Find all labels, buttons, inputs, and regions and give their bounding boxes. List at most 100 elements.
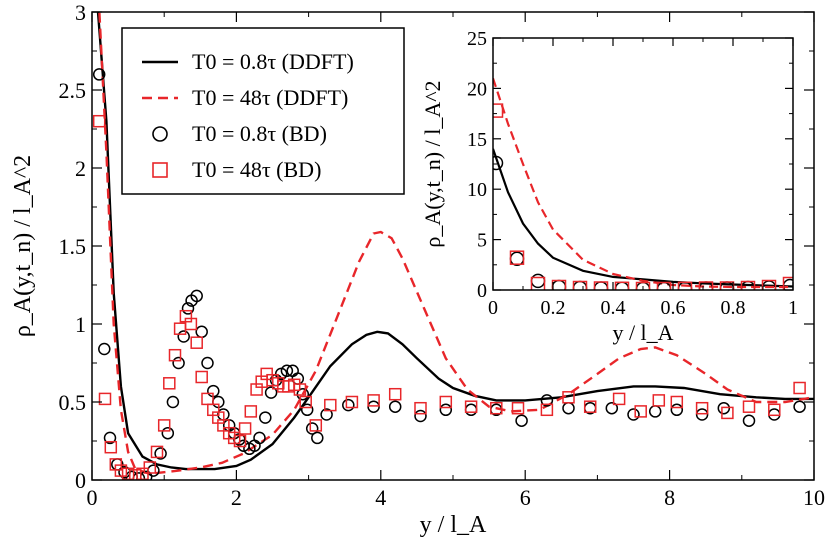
point-square-3-36 — [299, 395, 312, 409]
point-square-3-43 — [439, 395, 453, 409]
point-square-3-44 — [464, 400, 478, 413]
point-circle-2-36 — [296, 387, 310, 401]
legend-swatch-circle — [152, 126, 168, 142]
point-circle-2-52 — [605, 401, 619, 415]
point-circle-2-60 — [793, 400, 806, 413]
point-square-3-47 — [540, 403, 554, 417]
y-axis-title: ρ_A(y,t_n) / l_A^2 — [10, 155, 36, 337]
point-circle-2-0 — [493, 155, 504, 171]
point-square-3-2 — [104, 440, 118, 454]
point-square-3-54 — [695, 401, 709, 415]
point-square-3-40 — [367, 394, 380, 407]
y-tick-label: 2 — [75, 156, 86, 181]
plot-background — [493, 38, 793, 290]
point-circle-2-13 — [177, 330, 190, 343]
x-tick-label: 8 — [664, 485, 675, 510]
point-square-3-14 — [782, 276, 793, 290]
inset-y-axis-title: ρ_A(y,t_n) / l_A^2 — [420, 80, 445, 247]
point-square-3-6 — [614, 281, 630, 290]
point-circle-2-57 — [717, 401, 731, 415]
point-square-3-35 — [293, 383, 307, 396]
point-circle-2-38 — [305, 422, 319, 435]
x-tick-label: 0.2 — [541, 297, 566, 319]
point-circle-2-39 — [311, 431, 324, 445]
point-circle-2-16 — [190, 289, 203, 303]
point-square-3-0 — [92, 114, 106, 128]
y-tick-label: 2.5 — [59, 78, 87, 103]
point-square-3-41 — [388, 387, 402, 401]
y-tick-label: 0 — [75, 468, 86, 493]
point-circle-2-41 — [342, 398, 355, 412]
point-circle-2-11 — [166, 395, 180, 409]
point-circle-2-37 — [300, 403, 314, 417]
x-axis-title: y / l_A — [420, 512, 487, 538]
point-circle-2-56 — [695, 408, 709, 421]
legend-label-1: T0 = 48τ (DDFT) — [192, 85, 348, 110]
point-square-3-11 — [163, 377, 176, 390]
y-tick-label: 5 — [477, 230, 487, 252]
point-square-3-4 — [572, 280, 588, 290]
point-circle-2-44 — [414, 409, 427, 423]
y-tick-label: 10 — [467, 179, 487, 201]
y-tick-label: 3 — [75, 0, 86, 25]
y-tick-label: 0.5 — [59, 390, 87, 415]
legend-box — [121, 27, 405, 195]
point-circle-2-48 — [515, 414, 528, 427]
point-square-3-12 — [740, 280, 756, 290]
series-line-0 — [96, 12, 814, 471]
point-square-3-58 — [793, 381, 806, 395]
point-square-3-42 — [414, 401, 427, 415]
point-circle-2-43 — [388, 400, 402, 413]
point-square-3-39 — [345, 395, 359, 409]
point-circle-2-45 — [439, 403, 453, 417]
series-group — [92, 12, 814, 480]
point-square-3-8 — [143, 461, 157, 474]
x-tick-label: 0 — [87, 485, 98, 510]
point-square-3-7 — [635, 281, 651, 290]
point-square-3-5 — [593, 281, 609, 290]
point-square-3-45 — [490, 401, 503, 415]
point-square-3-17 — [195, 370, 208, 384]
point-square-3-9 — [677, 281, 693, 290]
x-tick-label: 2 — [231, 485, 242, 510]
point-circle-2-40 — [320, 408, 333, 421]
point-circle-2-53 — [627, 408, 640, 421]
y-tick-label: 1.5 — [59, 234, 87, 259]
point-square-3-15 — [184, 317, 198, 331]
y-tick-label: 0 — [477, 280, 487, 302]
point-circle-2-0 — [92, 68, 106, 81]
point-square-3-38 — [324, 398, 337, 412]
point-square-3-48 — [562, 391, 575, 404]
y-tick-label: 1 — [75, 312, 86, 337]
point-square-3-2 — [530, 276, 546, 290]
point-circle-2-14 — [181, 302, 195, 315]
point-circle-2-10 — [161, 426, 175, 440]
x-tick-label: 0.4 — [601, 297, 626, 319]
point-square-3-46 — [511, 401, 525, 415]
point-circle-2-29 — [259, 411, 272, 424]
x-tick-label: 6 — [520, 485, 531, 510]
point-circle-2-9 — [154, 447, 167, 460]
point-circle-2-55 — [670, 403, 684, 417]
point-square-3-1 — [98, 392, 112, 406]
point-square-3-26 — [244, 405, 258, 418]
point-circle-2-2 — [103, 431, 117, 445]
point-circle-2-42 — [367, 400, 380, 413]
point-square-3-8 — [656, 281, 672, 290]
point-square-3-16 — [190, 336, 203, 349]
point-square-3-49 — [583, 400, 597, 413]
point-square-3-6 — [129, 469, 142, 480]
point-circle-2-18 — [201, 356, 214, 370]
point-square-3-51 — [634, 405, 647, 418]
y-tick-label: 15 — [467, 129, 487, 151]
point-square-3-10 — [157, 419, 171, 432]
x-tick-label: 10 — [803, 485, 825, 510]
series-line-1 — [493, 77, 793, 289]
point-square-3-12 — [168, 348, 182, 362]
point-square-3-53 — [670, 395, 684, 409]
point-square-3-57 — [768, 403, 781, 417]
point-circle-2-49 — [540, 394, 554, 407]
x-tick-label: 1 — [788, 297, 798, 319]
legend-swatch-square — [152, 162, 168, 178]
